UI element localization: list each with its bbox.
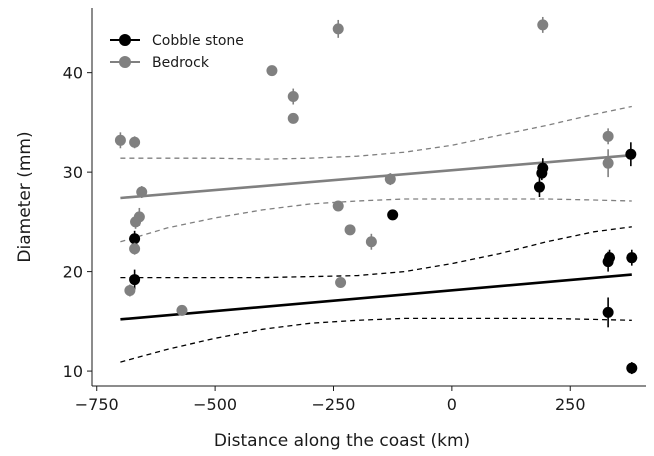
bedrock-point bbox=[266, 65, 278, 77]
bedrock-marker bbox=[365, 236, 377, 248]
cobble-stone-marker bbox=[387, 209, 399, 221]
bedrock-fit-line bbox=[120, 153, 632, 200]
bedrock-marker bbox=[129, 136, 141, 148]
cobble-stone-point bbox=[604, 249, 616, 266]
bedrock-point bbox=[124, 284, 136, 297]
bedrock-marker bbox=[266, 65, 278, 77]
y-tick-label: 20 bbox=[63, 263, 83, 282]
cobble-stone-point bbox=[387, 209, 399, 221]
cobble-stone-marker bbox=[625, 148, 637, 160]
axes bbox=[91, 8, 646, 387]
cobble-stone-point bbox=[533, 177, 545, 197]
bedrock-marker bbox=[114, 134, 126, 146]
bedrock-point bbox=[287, 88, 299, 105]
bedrock-marker bbox=[602, 130, 614, 142]
bedrock-point bbox=[129, 136, 141, 149]
bedrock-marker bbox=[344, 224, 356, 236]
bedrock-marker bbox=[124, 285, 136, 297]
legend-item-cobble-stone: Cobble stone bbox=[110, 33, 244, 49]
bedrock-ci-lower-band bbox=[120, 198, 632, 243]
cobble-stone-marker bbox=[626, 362, 638, 374]
legend-label-cobble-stone: Cobble stone bbox=[152, 33, 244, 49]
y-tick-label: 30 bbox=[63, 163, 83, 182]
bedrock-marker bbox=[384, 173, 396, 185]
bedrock-point bbox=[344, 224, 356, 236]
bedrock-point bbox=[129, 242, 141, 255]
cobble-stone-marker bbox=[602, 306, 614, 318]
bedrock-point bbox=[136, 186, 148, 198]
bedrock-marker bbox=[176, 304, 188, 316]
ticks: −750 −500 −250 0 250 10 20 30 40 bbox=[63, 64, 586, 414]
cobble-stone-ci-lower-band bbox=[120, 317, 632, 363]
legend-item-bedrock: Bedrock bbox=[110, 55, 210, 71]
cobble-stone-marker bbox=[537, 162, 549, 174]
bedrock-marker bbox=[136, 186, 148, 198]
bedrock-marker bbox=[332, 200, 344, 212]
bedrock-point bbox=[335, 277, 347, 289]
cobble-stone-point bbox=[625, 142, 637, 167]
y-axis-title: Diameter (mm) bbox=[15, 131, 35, 262]
cobble-stone-marker bbox=[533, 181, 545, 193]
bedrock-marker bbox=[602, 157, 614, 169]
confidence-bands bbox=[120, 105, 632, 363]
bedrock-point bbox=[176, 304, 188, 316]
cobble-stone-ci-upper-band bbox=[120, 226, 632, 279]
bedrock-point bbox=[602, 128, 614, 145]
cobble-stone-point bbox=[129, 269, 141, 290]
bedrock-point bbox=[332, 19, 344, 38]
bedrock-marker bbox=[287, 112, 299, 124]
bedrock-point bbox=[365, 233, 377, 250]
bedrock-point bbox=[133, 207, 145, 226]
x-axis-title: Distance along the coast (km) bbox=[214, 431, 470, 451]
x-tick-label: −500 bbox=[193, 395, 237, 414]
bedrock-marker bbox=[133, 211, 145, 223]
bedrock-marker bbox=[129, 243, 141, 255]
bedrock-point bbox=[114, 132, 126, 149]
legend-key-dot-cobble-stone bbox=[119, 34, 131, 46]
cobble-stone-marker bbox=[626, 252, 638, 264]
x-tick-label: 0 bbox=[447, 395, 457, 414]
y-tick-label: 10 bbox=[63, 362, 83, 381]
cobble-stone-marker bbox=[129, 274, 141, 286]
x-tick-label: −250 bbox=[312, 395, 356, 414]
cobble-stone-point bbox=[626, 362, 638, 375]
regression-lines bbox=[120, 153, 632, 321]
bedrock-point bbox=[384, 173, 396, 186]
cobble-stone-marker bbox=[129, 233, 141, 245]
cobble-stone-fit-line bbox=[120, 273, 632, 321]
bedrock-ci-upper-band bbox=[120, 105, 632, 160]
x-tick-label: 250 bbox=[555, 395, 586, 414]
y-tick-label: 40 bbox=[63, 64, 83, 83]
legend-label-bedrock: Bedrock bbox=[152, 55, 210, 71]
bedrock-marker bbox=[335, 277, 347, 289]
data-points bbox=[114, 16, 638, 375]
legend: Cobble stone Bedrock bbox=[110, 33, 244, 71]
bedrock-point bbox=[537, 16, 549, 33]
bedrock-marker bbox=[287, 91, 299, 103]
x-tick-label: −750 bbox=[75, 395, 119, 414]
cobble-stone-point bbox=[602, 297, 614, 328]
bedrock-point bbox=[602, 149, 614, 178]
bedrock-marker bbox=[332, 23, 344, 35]
bedrock-point bbox=[287, 112, 299, 124]
cobble-stone-point bbox=[537, 158, 549, 179]
bedrock-point bbox=[332, 200, 344, 212]
bedrock-marker bbox=[537, 19, 549, 31]
cobble-stone-point bbox=[626, 249, 638, 266]
cobble-stone-marker bbox=[604, 252, 616, 264]
legend-key-dot-bedrock bbox=[119, 56, 131, 68]
